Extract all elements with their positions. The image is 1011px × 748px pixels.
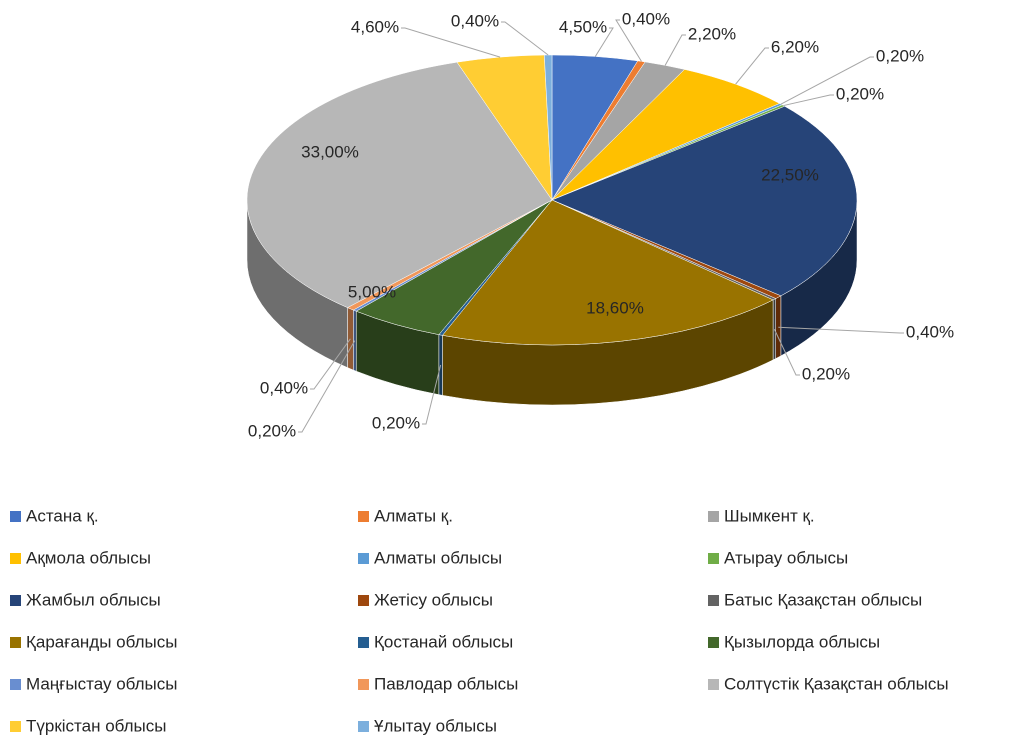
pie-sides [246, 199, 858, 406]
legend-swatch [708, 553, 719, 564]
legend-swatch [708, 595, 719, 606]
leader-line [401, 27, 501, 58]
pie-slice [441, 199, 774, 346]
leader-line [422, 364, 442, 425]
legend-label: Жамбыл облысы [26, 590, 161, 609]
data-label: 0,20% [836, 84, 884, 103]
data-label: 22,50% [761, 165, 819, 184]
pie-slice-side [772, 298, 776, 361]
legend-swatch [10, 637, 21, 648]
data-label: 0,40% [260, 378, 308, 397]
data-label: 0,20% [876, 46, 924, 65]
legend-swatch [358, 721, 369, 732]
legend-swatch [358, 553, 369, 564]
data-label: 5,00% [348, 282, 396, 301]
leader-line [298, 340, 356, 433]
data-label: 33,00% [301, 142, 359, 161]
leader-line [501, 21, 549, 56]
legend-swatch [708, 637, 719, 648]
legend-swatch [358, 595, 369, 606]
legend-label: Жетісу облысы [374, 590, 493, 609]
legend-label: Шымкент қ. [724, 506, 815, 525]
legend-swatch [10, 553, 21, 564]
legend-swatch [358, 679, 369, 690]
legend-label: Алматы облысы [374, 548, 502, 567]
legend-swatch [10, 511, 21, 522]
legend-swatch [708, 679, 719, 690]
leader-line [615, 19, 642, 62]
legend-label: Маңғыстау облысы [26, 674, 177, 693]
leader-line [780, 56, 874, 105]
data-label: 4,60% [351, 17, 399, 36]
legend-label: Түркістан облысы [26, 716, 167, 735]
leader-line [664, 34, 686, 66]
legend-label: Қарағанды облысы [26, 632, 177, 651]
legend-swatch [10, 595, 21, 606]
legend-label: Атырау облысы [724, 548, 848, 567]
legend-label: Ақмола облысы [26, 548, 151, 567]
leader-line [594, 27, 614, 57]
pie-slice [551, 69, 781, 201]
legend-label: Павлодар облысы [374, 674, 518, 693]
legend-label: Батыс Қазақстан облысы [724, 590, 922, 609]
legend-swatch [358, 511, 369, 522]
data-label: 6,20% [771, 37, 819, 56]
pie-slice-side [438, 334, 443, 396]
data-label: 18,60% [586, 298, 644, 317]
data-label: 4,50% [559, 17, 607, 36]
legend-label: Қостанай облысы [374, 632, 513, 651]
legend-label: Қызылорда облысы [724, 632, 880, 651]
pie-tops [246, 54, 858, 346]
legend-swatch [358, 637, 369, 648]
legend-label: Солтүстік Қазақстан облысы [724, 674, 949, 693]
leader-line [783, 94, 834, 107]
leader-line [773, 329, 800, 376]
legend-label: Астана қ. [26, 506, 99, 525]
pie-slice-side [347, 307, 354, 371]
legend-swatch [10, 721, 21, 732]
legend-label: Алматы қ. [374, 506, 453, 525]
legend-swatch [708, 511, 719, 522]
data-label: 0,40% [906, 322, 954, 341]
pie-slice-side [353, 309, 357, 372]
data-label: 0,20% [802, 364, 850, 383]
legend-label: Ұлытау облысы [374, 716, 497, 735]
pie-slice [551, 105, 858, 297]
data-label: 0,40% [451, 11, 499, 30]
leader-line [310, 338, 351, 390]
pie-slice [246, 61, 553, 308]
legend-swatch [10, 679, 21, 690]
data-label: 0,40% [622, 9, 670, 28]
leader-line [778, 326, 904, 334]
data-label: 0,20% [372, 413, 420, 432]
data-label: 0,20% [248, 421, 296, 440]
data-label: 2,20% [688, 24, 736, 43]
leader-line [735, 47, 769, 85]
